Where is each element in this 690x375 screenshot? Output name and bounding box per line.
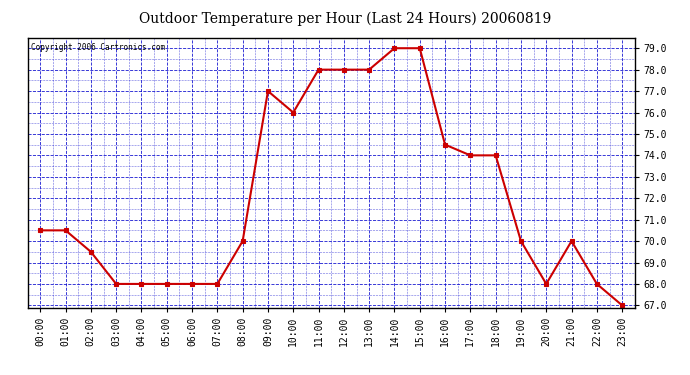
Text: Outdoor Temperature per Hour (Last 24 Hours) 20060819: Outdoor Temperature per Hour (Last 24 Ho… xyxy=(139,11,551,26)
Text: Copyright 2006 Cartronics.com: Copyright 2006 Cartronics.com xyxy=(30,43,165,52)
